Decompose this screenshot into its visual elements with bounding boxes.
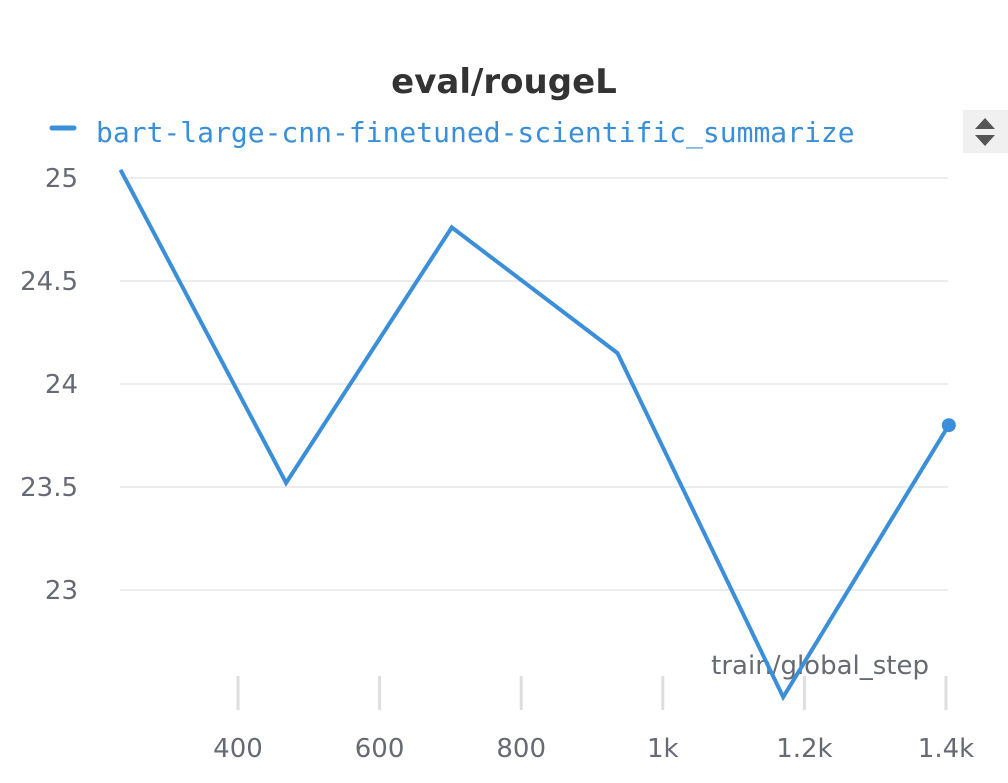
data-point[interactable] <box>941 418 956 433</box>
legend-entry[interactable]: bart-large-cnn-finetuned-scientific_summ… <box>96 116 855 150</box>
y-tick-label: 23.5 <box>20 473 78 503</box>
x-axis-label: train/global_step <box>711 651 929 681</box>
x-tick-label: 400 <box>213 734 263 764</box>
plot-area <box>118 168 956 702</box>
y-tick-label: 25 <box>45 164 78 194</box>
x-tick-label: 800 <box>496 734 546 764</box>
x-tick-label: 600 <box>355 734 405 764</box>
y-axis: 25 24.5 24 23.5 23 <box>20 164 78 606</box>
y-tick-label: 24 <box>45 370 78 400</box>
series-line <box>118 168 951 702</box>
x-tick-label: 1.2k <box>776 734 832 764</box>
legend: bart-large-cnn-finetuned-scientific_summ… <box>49 116 855 150</box>
y-tick-label: 24.5 <box>20 267 78 297</box>
grid <box>120 177 948 591</box>
y-tick-label: 23 <box>45 576 78 606</box>
legend-scroll-button[interactable] <box>963 110 1008 153</box>
legend-scroll-background <box>963 110 1008 153</box>
x-tick-label: 1.4k <box>918 734 974 764</box>
x-tick-label: 1k <box>647 734 679 764</box>
x-axis: 400 600 800 1k 1.2k 1.4k <box>213 676 974 764</box>
chart-title: eval/rougeL <box>391 62 617 102</box>
up-down-arrows-icon <box>975 118 995 146</box>
